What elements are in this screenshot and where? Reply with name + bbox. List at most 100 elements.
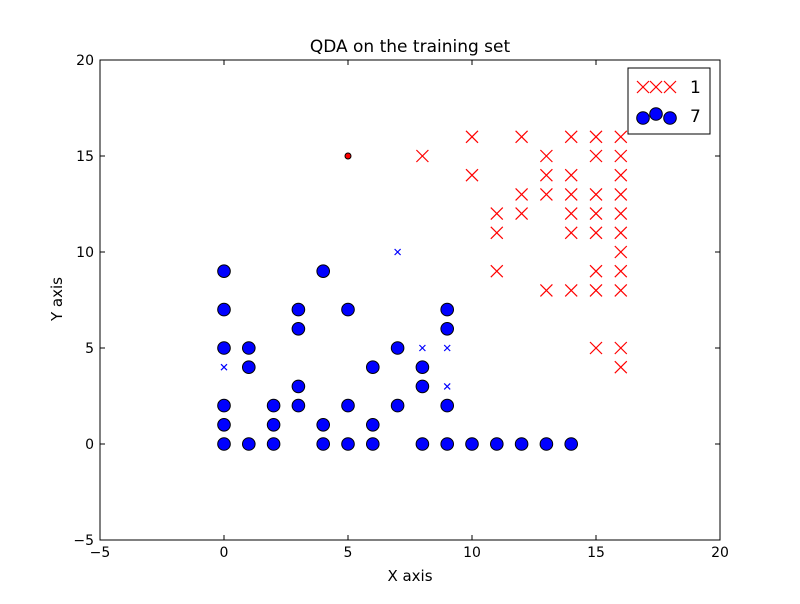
- legend: 17: [627, 67, 711, 135]
- data-point-class-1: [564, 283, 578, 297]
- data-point-class-7: [291, 379, 306, 394]
- legend-marker-7: [636, 111, 650, 125]
- x-tick-label: 5: [344, 545, 353, 561]
- data-point-class-1: [515, 130, 529, 144]
- data-point-class-1: [515, 207, 529, 221]
- data-point-class-7: [341, 302, 355, 317]
- data-point-class-1: [614, 226, 628, 240]
- chart-title: QDA on the training set: [310, 37, 511, 57]
- data-point-class-1: [589, 149, 603, 163]
- data-point-class-7: [440, 302, 455, 317]
- data-point-class-1: [539, 187, 553, 201]
- data-point-class-7: [217, 418, 231, 432]
- data-point-class-1: [614, 130, 628, 144]
- data-point-class-7: [390, 398, 405, 413]
- data-point-class-7: [514, 437, 529, 451]
- data-point-class-1: [465, 130, 479, 144]
- data-point-class-7: [217, 437, 231, 451]
- plot-frame: [99, 59, 721, 541]
- data-point-class-7: [316, 264, 331, 279]
- data-point-class-1: [564, 130, 578, 144]
- data-point-class-1: [614, 245, 628, 259]
- data-point-class-1: [614, 264, 628, 278]
- data-point-class-1: [490, 207, 504, 221]
- data-point-class-7: [564, 437, 579, 451]
- data-point-class-1: [614, 168, 628, 182]
- small-x-point: [220, 363, 228, 371]
- data-point-class-7: [316, 437, 331, 451]
- data-point-class-1: [465, 168, 479, 182]
- data-point-class-7: [440, 398, 455, 413]
- plot-area: [100, 60, 720, 540]
- small-x-point: [418, 344, 426, 352]
- data-point-class-1: [515, 187, 529, 201]
- data-point-class-7: [465, 437, 479, 451]
- data-point-class-7: [415, 360, 430, 375]
- data-point-class-1: [614, 360, 628, 374]
- data-point-class-1: [589, 341, 603, 355]
- data-point-class-7: [217, 264, 231, 279]
- x-tick-label: 0: [220, 545, 229, 561]
- data-point-class-7: [366, 418, 380, 432]
- y-tick-label: 15: [76, 149, 94, 165]
- data-point-class-1: [589, 130, 603, 144]
- data-point-class-1: [589, 226, 603, 240]
- data-point-class-7: [266, 437, 281, 451]
- data-point-class-1: [539, 149, 553, 163]
- data-point-class-1: [539, 283, 553, 297]
- data-point-class-7: [539, 437, 554, 451]
- data-point-class-1: [564, 187, 578, 201]
- data-point-class-1: [589, 187, 603, 201]
- x-axis-label: X axis: [387, 567, 432, 585]
- y-axis-label: Y axis: [48, 277, 66, 322]
- x-tick-label: 15: [587, 545, 605, 561]
- data-point-class-7: [266, 398, 281, 413]
- small-dot-point: [344, 152, 352, 160]
- data-point-class-7: [291, 322, 306, 336]
- data-point-class-1: [614, 149, 628, 163]
- data-point-class-7: [242, 341, 256, 355]
- data-point-class-7: [440, 437, 455, 451]
- data-point-class-7: [440, 322, 455, 336]
- legend-marker-1: [636, 80, 650, 94]
- data-point-class-7: [341, 437, 355, 451]
- data-point-class-1: [614, 283, 628, 297]
- data-point-class-7: [316, 418, 331, 432]
- legend-label: 1: [690, 78, 701, 98]
- data-point-class-7: [291, 302, 306, 317]
- y-tick-label: 10: [76, 245, 94, 261]
- data-point-class-1: [415, 149, 429, 163]
- y-tick-label: 0: [85, 437, 94, 453]
- data-point-class-1: [564, 207, 578, 221]
- data-point-class-7: [415, 379, 430, 394]
- data-point-class-7: [266, 418, 281, 432]
- data-point-class-1: [490, 226, 504, 240]
- data-point-class-1: [614, 207, 628, 221]
- data-point-class-7: [366, 437, 380, 451]
- data-point-class-1: [490, 264, 504, 278]
- data-point-class-1: [564, 226, 578, 240]
- data-point-class-7: [217, 302, 231, 317]
- small-x-point: [443, 344, 451, 352]
- y-tick-label: −5: [73, 533, 94, 549]
- legend-label: 7: [690, 107, 701, 127]
- y-tick-label: 20: [76, 53, 94, 69]
- data-point-class-7: [242, 360, 256, 375]
- data-point-class-1: [539, 168, 553, 182]
- data-point-class-7: [217, 398, 231, 413]
- small-x-point: [394, 248, 402, 256]
- data-point-class-7: [217, 341, 231, 355]
- data-point-class-1: [564, 168, 578, 182]
- y-tick-label: 5: [85, 341, 94, 357]
- data-point-class-7: [366, 360, 380, 375]
- data-point-class-1: [614, 341, 628, 355]
- legend-marker-7: [663, 111, 677, 125]
- legend-marker-1: [663, 80, 677, 94]
- data-point-class-7: [390, 341, 405, 355]
- x-tick-label: 20: [711, 545, 729, 561]
- legend-marker-1: [649, 80, 663, 94]
- data-point-class-1: [614, 187, 628, 201]
- data-point-class-1: [589, 283, 603, 297]
